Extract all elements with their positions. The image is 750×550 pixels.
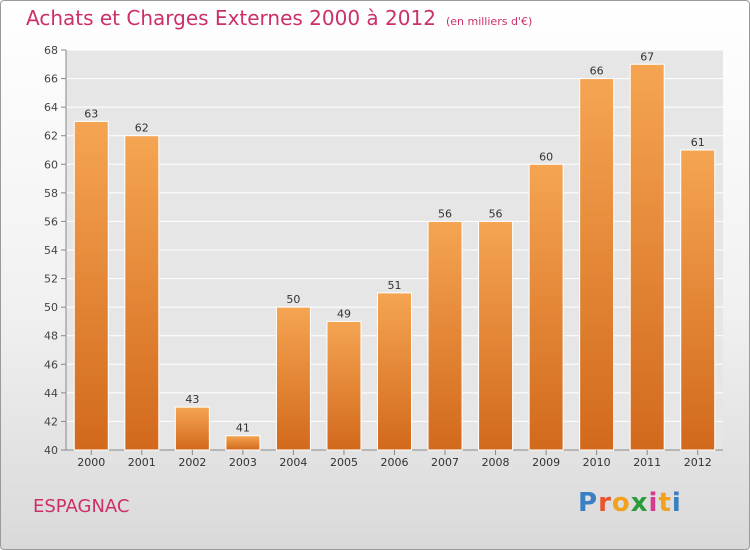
bar-value-label: 43: [185, 393, 199, 406]
x-tick-label: 2008: [482, 456, 510, 469]
bar: [326, 320, 362, 451]
x-tick-label: 2010: [583, 456, 611, 469]
bar-value-label: 60: [539, 150, 553, 163]
logo-letter: o: [611, 488, 631, 518]
logo-letter: r: [598, 488, 612, 518]
x-tick-label: 2000: [77, 456, 105, 469]
y-tick-label: 44: [44, 387, 58, 400]
bar-value-label: 56: [489, 207, 503, 220]
x-tick-label: 2002: [178, 456, 206, 469]
bar: [629, 63, 665, 451]
y-tick-label: 64: [44, 101, 58, 114]
bar-value-label: 41: [236, 422, 250, 435]
bar: [377, 292, 412, 451]
y-tick-label: 42: [44, 415, 58, 428]
y-tick-label: 46: [44, 358, 58, 371]
logo-letter: i: [648, 488, 659, 518]
bar: [478, 220, 514, 451]
bar-value-label: 67: [640, 50, 654, 63]
logo-letter: x: [630, 488, 649, 518]
bar: [174, 406, 210, 451]
x-tick-label: 2007: [431, 456, 459, 469]
x-tick-label: 2012: [684, 456, 712, 469]
y-tick-label: 66: [44, 73, 58, 86]
y-tick-label: 50: [44, 301, 58, 314]
logo-letter: P: [578, 488, 599, 518]
bar-value-label: 66: [590, 65, 604, 78]
bar: [225, 435, 261, 451]
bar: [528, 163, 564, 451]
bar-value-label: 56: [438, 207, 452, 220]
commune-name: ESPAGNAC: [33, 496, 130, 517]
bar-value-label: 62: [135, 122, 149, 135]
y-tick-label: 52: [44, 273, 58, 286]
y-tick-label: 62: [44, 130, 58, 143]
proxiti-logo: Proxiti: [578, 488, 682, 518]
bar-value-label: 63: [84, 107, 98, 120]
x-tick-label: 2005: [330, 456, 358, 469]
x-tick-label: 2009: [532, 456, 560, 469]
bar-value-label: 51: [388, 279, 402, 292]
chart-title: Achats et Charges Externes 2000 à 2012 (e…: [26, 6, 533, 30]
x-tick-label: 2003: [229, 456, 257, 469]
bar: [427, 220, 463, 451]
logo-letter: t: [658, 488, 672, 518]
bar: [275, 306, 311, 451]
x-tick-label: 2011: [633, 456, 661, 469]
y-tick-label: 58: [44, 187, 58, 200]
x-tick-label: 2004: [279, 456, 307, 469]
y-tick-label: 54: [44, 244, 58, 257]
bar: [680, 149, 716, 451]
bar: [579, 78, 615, 451]
y-tick-label: 48: [44, 330, 58, 343]
x-tick-label: 2006: [381, 456, 409, 469]
x-tick-label: 2001: [128, 456, 156, 469]
y-tick-label: 68: [44, 44, 58, 57]
bar-value-label: 61: [691, 136, 705, 149]
bar-value-label: 50: [286, 293, 300, 306]
bar: [73, 120, 109, 451]
y-tick-label: 60: [44, 158, 58, 171]
unit-label: (en milliers d'€): [445, 15, 533, 28]
y-tick-label: 40: [44, 444, 58, 457]
bar: [124, 135, 160, 451]
logo-letter: i: [671, 488, 682, 518]
y-tick-label: 56: [44, 215, 58, 228]
bar-value-label: 49: [337, 307, 351, 320]
